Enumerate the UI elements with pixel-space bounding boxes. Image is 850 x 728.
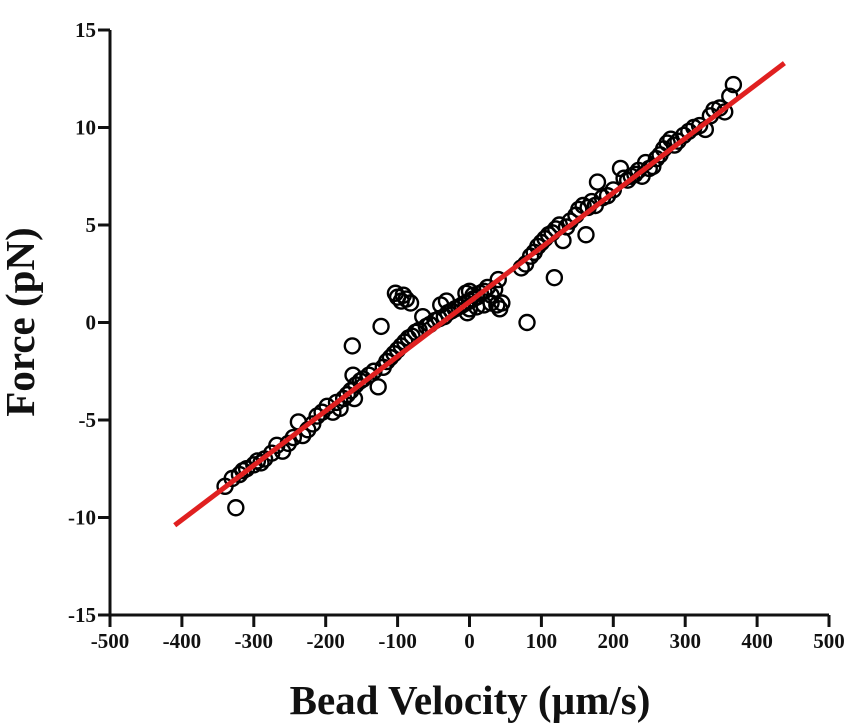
y-tick-label: 15 (75, 18, 96, 42)
x-tick-label: 400 (741, 629, 773, 653)
data-point (626, 165, 644, 184)
data-point (518, 313, 536, 332)
x-tick-label: -300 (235, 629, 274, 653)
y-tick-label: 10 (75, 116, 96, 140)
data-point (665, 136, 684, 154)
y-tick-label: -5 (79, 408, 97, 432)
data-point (489, 270, 507, 289)
x-tick-label: 300 (669, 629, 701, 653)
x-ticks: -500 -400 -300 -200 -100 0 100 200 300 400 500 (91, 615, 845, 653)
x-tick-label: 0 (464, 629, 475, 653)
x-tick-label: -100 (378, 629, 417, 653)
x-axis-title: Bead Velocity (µm/s) (290, 677, 651, 723)
data-point (577, 226, 595, 244)
data-point (284, 428, 303, 447)
data-point (401, 294, 420, 312)
data-point (414, 307, 432, 326)
data-point (545, 268, 564, 287)
x-tick-label: 100 (526, 629, 558, 653)
data-point (308, 407, 326, 425)
x-tick-label: -500 (91, 629, 130, 653)
data-point (598, 187, 617, 205)
y-tick-label: 0 (86, 311, 97, 335)
data-point (386, 284, 405, 302)
x-tick-label: 200 (598, 629, 630, 653)
data-point (343, 337, 362, 355)
data-point (372, 317, 390, 336)
x-tick-label: -200 (306, 629, 345, 653)
data-point (369, 378, 387, 396)
fit-line (173, 61, 786, 528)
x-tick-label: 500 (813, 629, 845, 653)
y-tick-label: 5 (86, 213, 97, 237)
data-point (432, 296, 450, 314)
y-axis-title: Force (pN) (0, 227, 43, 416)
data-point (227, 499, 245, 517)
x-tick-label: -400 (163, 629, 202, 653)
fit-line-group (173, 61, 786, 528)
y-tick-label: -10 (68, 506, 96, 530)
data-point (588, 173, 607, 191)
data-point (724, 75, 743, 94)
y-tick-label: -15 (68, 603, 96, 627)
data-point (490, 300, 509, 318)
y-ticks: -15 -10 -5 0 5 10 15 (68, 18, 110, 627)
